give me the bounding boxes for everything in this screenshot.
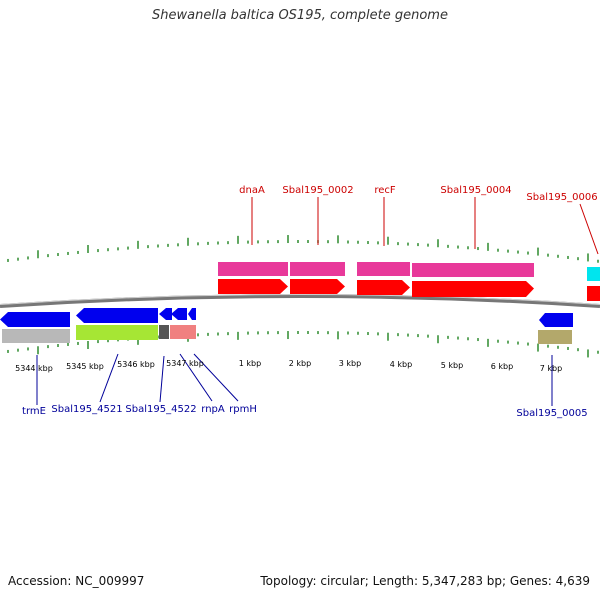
cds-Sbal195-4521-arrow[interactable]	[76, 308, 158, 323]
label-rpmH[interactable]: rpmH	[229, 404, 257, 415]
cds-Sbal195-0005-arrow[interactable]	[539, 313, 573, 327]
reverse-tick-row	[7, 331, 599, 358]
scale-label-5344kbp: 5344 kbp	[15, 364, 53, 373]
label-Sbal195-0002[interactable]: Sbal195_0002	[282, 185, 353, 196]
scale-label-1kbp: 1 kbp	[239, 359, 261, 368]
genome-summary-text: Topology: circular; Length: 5,347,283 bp…	[260, 574, 590, 588]
gene-Sbal195-0002[interactable]	[290, 262, 345, 276]
cds-Sbal195-0002-arrow[interactable]	[290, 279, 345, 294]
scale-label-6kbp: 6 kbp	[491, 362, 513, 371]
forward-labels: dnaA Sbal195_0002 recF Sbal195_0004 Sbal…	[239, 185, 597, 203]
label-leaders	[36, 197, 599, 406]
label-dnaA[interactable]: dnaA	[239, 185, 265, 196]
scale-label-2kbp: 2 kbp	[289, 359, 311, 368]
cds-rpmH-arrow[interactable]	[188, 308, 196, 320]
label-Sbal195-0005[interactable]: Sbal195_0005	[516, 408, 587, 419]
label-recF[interactable]: recF	[374, 185, 396, 196]
map-title: Shewanella baltica OS195, complete genom…	[152, 8, 448, 23]
forward-tick-row	[7, 235, 599, 263]
cds-dnaA-arrow[interactable]	[218, 279, 288, 294]
gene-Sbal195-0004[interactable]	[412, 263, 534, 277]
scale-label-5346kbp: 5346 kbp	[117, 360, 155, 369]
gene-trmE[interactable]	[2, 329, 70, 343]
accession-text: Accession: NC_009997	[8, 574, 145, 588]
gene-recF[interactable]	[357, 262, 410, 276]
cds-Sbal195-0004-arrow[interactable]	[412, 281, 534, 297]
gene-rpmH[interactable]	[170, 325, 196, 339]
gene-Sbal195-0006[interactable]	[587, 267, 600, 281]
genome-backbone	[0, 294, 600, 308]
gene-Sbal195-4521[interactable]	[76, 325, 158, 340]
label-Sbal195-4521[interactable]: Sbal195_4521	[51, 404, 122, 415]
label-Sbal195-4522[interactable]: Sbal195_4522	[125, 404, 196, 415]
forward-features	[218, 262, 600, 301]
reverse-features	[0, 308, 573, 344]
reverse-labels: trmE Sbal195_4521 Sbal195_4522 rnpA rpmH…	[22, 404, 588, 419]
scale-label-7kbp: 7 kbp	[540, 364, 562, 373]
scale-label-5347kbp: 5347 kbp	[166, 359, 204, 368]
scale-label-3kbp: 3 kbp	[339, 359, 361, 368]
cds-Sbal195-4522-arrow[interactable]	[159, 308, 172, 320]
cds-trmE-arrow[interactable]	[0, 312, 70, 327]
label-Sbal195-0006[interactable]: Sbal195_0006	[526, 192, 597, 203]
cds-recF-arrow[interactable]	[357, 280, 410, 295]
label-trmE[interactable]: trmE	[22, 406, 46, 417]
label-rnpA[interactable]: rnpA	[201, 404, 225, 415]
genome-backbone-highlight	[0, 294, 600, 305]
gene-Sbal195-0005[interactable]	[538, 330, 572, 344]
scale-labels: 5344 kbp 5345 kbp 5346 kbp 5347 kbp 1 kb…	[15, 359, 562, 373]
label-Sbal195-0004[interactable]: Sbal195_0004	[440, 185, 511, 196]
cds-Sbal195-0006-arrow[interactable]	[587, 286, 600, 301]
scale-label-5345kbp: 5345 kbp	[66, 362, 104, 371]
gene-rnpA[interactable]	[159, 325, 169, 339]
scale-label-4kbp: 4 kbp	[390, 360, 412, 369]
scale-label-5kbp: 5 kbp	[441, 361, 463, 370]
gene-dnaA[interactable]	[218, 262, 288, 276]
cds-rnpA-arrow[interactable]	[171, 308, 187, 320]
